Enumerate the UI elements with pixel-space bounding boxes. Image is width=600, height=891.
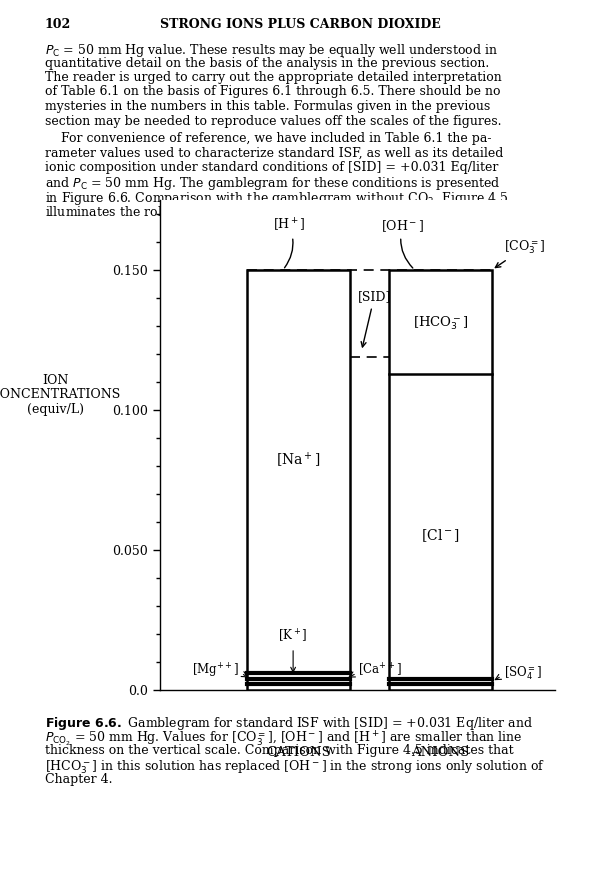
- Text: [SO$_4^=$]: [SO$_4^=$]: [503, 665, 542, 682]
- Text: ionic composition under standard conditions of [SID] = +0.031 Eq/liter: ionic composition under standard conditi…: [45, 161, 499, 174]
- Text: ANIONS: ANIONS: [412, 746, 470, 759]
- Text: [HCO$_3^-$]: [HCO$_3^-$]: [413, 315, 468, 332]
- Text: [Mg$^{++}$]: [Mg$^{++}$]: [192, 661, 239, 680]
- Text: [K$^+$]: [K$^+$]: [278, 628, 308, 672]
- Text: The reader is urged to carry out the appropriate detailed interpretation: The reader is urged to carry out the app…: [45, 71, 502, 84]
- Text: CATIONS: CATIONS: [266, 746, 331, 759]
- Text: quantitative detail on the basis of the analysis in the previous section.: quantitative detail on the basis of the …: [45, 56, 489, 69]
- Text: section may be needed to reproduce values off the scales of the figures.: section may be needed to reproduce value…: [45, 115, 502, 127]
- Text: $P_{\mathrm{CO_2}}$ = 50 mm Hg. Values for [CO$_3^=$], [OH$^-$] and [H$^+$] are : $P_{\mathrm{CO_2}}$ = 50 mm Hg. Values f…: [45, 730, 523, 748]
- Text: mysteries in the numbers in this table. Formulas given in the previous: mysteries in the numbers in this table. …: [45, 100, 490, 113]
- Text: (equiv/L): (equiv/L): [26, 404, 83, 416]
- Text: [SID]: [SID]: [358, 290, 391, 347]
- Text: of Table 6.1 on the basis of Figures 6.1 through 6.5. There should be no: of Table 6.1 on the basis of Figures 6.1…: [45, 86, 500, 99]
- Text: [Ca$^{++}$]: [Ca$^{++}$]: [358, 662, 401, 679]
- Bar: [247, 270, 350, 690]
- Text: [Na$^+$]: [Na$^+$]: [276, 451, 320, 470]
- Text: in Figure 6.6. Comparison with the gamblegram without CO$_2$, Figure 4.5,: in Figure 6.6. Comparison with the gambl…: [45, 190, 512, 207]
- Text: [Cl$^-$]: [Cl$^-$]: [421, 527, 460, 544]
- Text: rameter values used to characterize standard ISF, as well as its detailed: rameter values used to characterize stan…: [45, 146, 503, 159]
- Text: ION: ION: [42, 373, 68, 387]
- Text: [HCO$_3^-$] in this solution has replaced [OH$^-$] in the strong ions only solut: [HCO$_3^-$] in this solution has replace…: [45, 758, 545, 776]
- Text: [OH$^-$]: [OH$^-$]: [381, 218, 424, 268]
- Text: Chapter 4.: Chapter 4.: [45, 773, 113, 786]
- Text: 102: 102: [45, 18, 71, 31]
- Text: thickness on the vertical scale. Comparison with Figure 4.5 indicates that: thickness on the vertical scale. Compari…: [45, 744, 514, 757]
- Text: For convenience of reference, we have included in Table 6.1 the pa-: For convenience of reference, we have in…: [45, 132, 491, 145]
- Text: [H$^+$]: [H$^+$]: [272, 217, 305, 268]
- Text: illuminates the role of HCO$_3^-$ in this solution.: illuminates the role of HCO$_3^-$ in thi…: [45, 205, 334, 222]
- Text: $P_\mathrm{C}$ = 50 mm Hg value. These results may be equally well understood in: $P_\mathrm{C}$ = 50 mm Hg value. These r…: [45, 42, 498, 59]
- Text: STRONG IONS PLUS CARBON DIOXIDE: STRONG IONS PLUS CARBON DIOXIDE: [160, 18, 440, 31]
- Text: and $P_\mathrm{C}$ = 50 mm Hg. The gamblegram for these conditions is presented: and $P_\mathrm{C}$ = 50 mm Hg. The gambl…: [45, 176, 500, 192]
- Text: CONCENTRATIONS: CONCENTRATIONS: [0, 388, 120, 402]
- Text: [CO$_3^=$]: [CO$_3^=$]: [496, 239, 545, 267]
- Bar: [389, 270, 492, 690]
- Text: $\mathbf{Figure\ 6.6.}$ Gamblegram for standard ISF with [SID] = +0.031 Eq/liter: $\mathbf{Figure\ 6.6.}$ Gamblegram for s…: [45, 715, 533, 732]
